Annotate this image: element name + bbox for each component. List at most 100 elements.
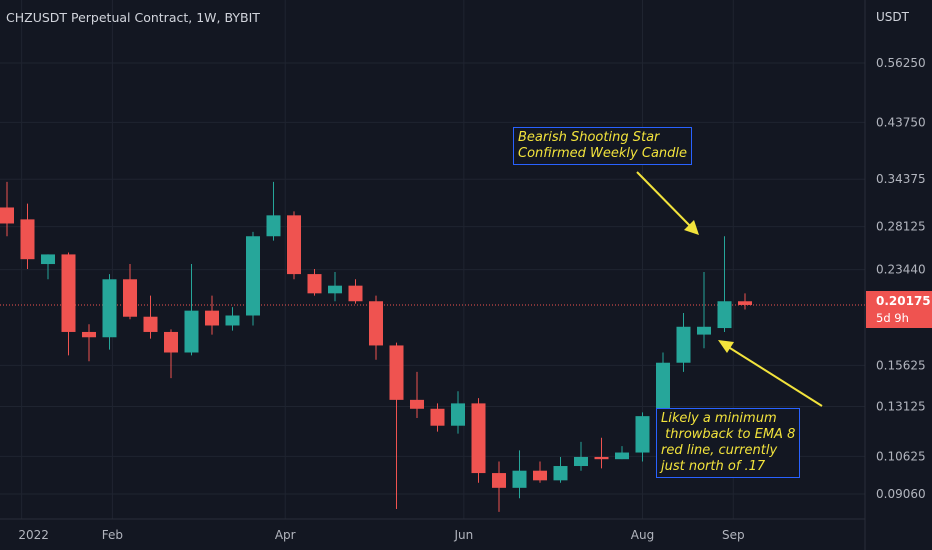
candle[interactable] xyxy=(451,391,465,434)
time-tick-label: Apr xyxy=(275,528,296,542)
candle[interactable] xyxy=(615,446,629,460)
last-price-tag: 0.20175 5d 9h xyxy=(866,291,932,328)
candle-body xyxy=(348,285,363,302)
annotation-ema8-throwback[interactable]: Likely a minimum throwback to EMA 8 red … xyxy=(656,408,801,478)
candle[interactable] xyxy=(348,279,363,304)
price-tick-label: 0.43750 xyxy=(876,115,926,129)
candle-body xyxy=(512,470,527,488)
candle[interactable] xyxy=(471,398,486,483)
candle-body xyxy=(266,215,281,237)
candle-body xyxy=(246,236,260,316)
candle[interactable] xyxy=(0,181,14,237)
candle-body xyxy=(594,456,609,460)
candle-body xyxy=(184,310,199,353)
candle[interactable] xyxy=(389,342,404,510)
chart-title: CHZUSDT Perpetual Contract, 1W, BYBIT xyxy=(6,10,260,25)
candle-body xyxy=(656,362,670,417)
price-tick-label: 0.56250 xyxy=(876,56,926,70)
time-tick-label: 2022 xyxy=(18,528,49,542)
candle[interactable] xyxy=(266,181,281,241)
candle[interactable] xyxy=(20,203,35,270)
candle-body xyxy=(553,466,568,481)
arrow-to-ema8 xyxy=(718,340,823,407)
candle-body xyxy=(307,274,322,294)
candle[interactable] xyxy=(717,236,732,332)
candle[interactable] xyxy=(61,252,76,356)
candle-body xyxy=(205,310,219,326)
candle-body xyxy=(738,301,752,305)
candle-body xyxy=(287,215,301,275)
candle-body xyxy=(676,326,691,363)
candle[interactable] xyxy=(82,324,96,362)
candle-body xyxy=(451,403,465,426)
candle-countdown: 5d 9h xyxy=(876,311,909,325)
price-tick-label: 0.23440 xyxy=(876,263,926,277)
candle-body xyxy=(697,326,711,335)
candle[interactable] xyxy=(410,371,424,419)
candle[interactable] xyxy=(287,211,301,280)
candle[interactable] xyxy=(184,264,199,356)
candle-body xyxy=(430,408,445,426)
candle[interactable] xyxy=(225,307,240,331)
candle-body xyxy=(225,315,240,326)
price-tick-label: 0.09060 xyxy=(876,487,926,501)
time-axis[interactable]: 2022 Feb Apr Jun Aug Sep xyxy=(18,528,744,542)
candle-body xyxy=(328,285,342,294)
candle[interactable] xyxy=(143,295,158,339)
candle[interactable] xyxy=(553,456,568,483)
arrow-to-shooting-star xyxy=(636,171,699,235)
last-price-value: 0.20175 xyxy=(876,294,931,308)
candle[interactable] xyxy=(635,412,650,462)
candle-body xyxy=(471,403,486,474)
candle-body xyxy=(20,219,35,260)
price-axis[interactable]: 0.56250 0.43750 0.34375 0.28125 0.23440 0.156… xyxy=(876,56,926,501)
annotation-shooting-star[interactable]: Bearish Shooting Star Confirmed Weekly C… xyxy=(513,127,693,165)
candle[interactable] xyxy=(246,231,260,326)
candle[interactable] xyxy=(41,254,55,280)
candle[interactable] xyxy=(656,352,670,419)
candle[interactable] xyxy=(430,403,445,432)
candle[interactable] xyxy=(102,274,117,350)
candle-body xyxy=(41,254,55,265)
candle-body xyxy=(123,279,137,317)
time-tick-label: Aug xyxy=(631,528,654,542)
candle[interactable] xyxy=(164,329,178,379)
candle-body xyxy=(102,279,117,338)
candle[interactable] xyxy=(369,295,383,360)
candle-body xyxy=(164,331,178,353)
candle[interactable] xyxy=(512,450,527,499)
candle-body xyxy=(410,399,424,409)
candle[interactable] xyxy=(123,264,137,320)
candle-body xyxy=(0,207,14,224)
candles-group[interactable] xyxy=(0,181,752,512)
candle-body xyxy=(635,416,650,453)
time-tick-label: Jun xyxy=(453,528,473,542)
candle-body xyxy=(82,331,96,338)
price-tick-label: 0.28125 xyxy=(876,220,926,234)
candle[interactable] xyxy=(594,437,609,469)
chart-grid xyxy=(0,0,865,519)
candle[interactable] xyxy=(697,272,711,349)
candle[interactable] xyxy=(328,272,342,302)
time-tick-label: Feb xyxy=(102,528,123,542)
price-tick-label: 0.13125 xyxy=(876,400,926,414)
candle[interactable] xyxy=(676,313,691,372)
candle[interactable] xyxy=(307,269,322,296)
candle-body xyxy=(61,254,76,332)
candle[interactable] xyxy=(205,295,219,335)
candle[interactable] xyxy=(574,441,588,471)
price-tick-label: 0.34375 xyxy=(876,172,926,186)
candle-body xyxy=(717,301,732,329)
candle[interactable] xyxy=(738,293,752,310)
price-tick-label: 0.10625 xyxy=(876,449,926,463)
candle-body xyxy=(369,301,383,346)
candle-body xyxy=(389,345,404,400)
candle-body xyxy=(615,452,629,460)
candle-body xyxy=(143,316,158,332)
candle-body xyxy=(533,470,547,481)
candle-body xyxy=(492,473,506,488)
price-axis-unit: USDT xyxy=(876,10,910,24)
candle[interactable] xyxy=(492,461,506,512)
candle[interactable] xyxy=(533,461,547,483)
